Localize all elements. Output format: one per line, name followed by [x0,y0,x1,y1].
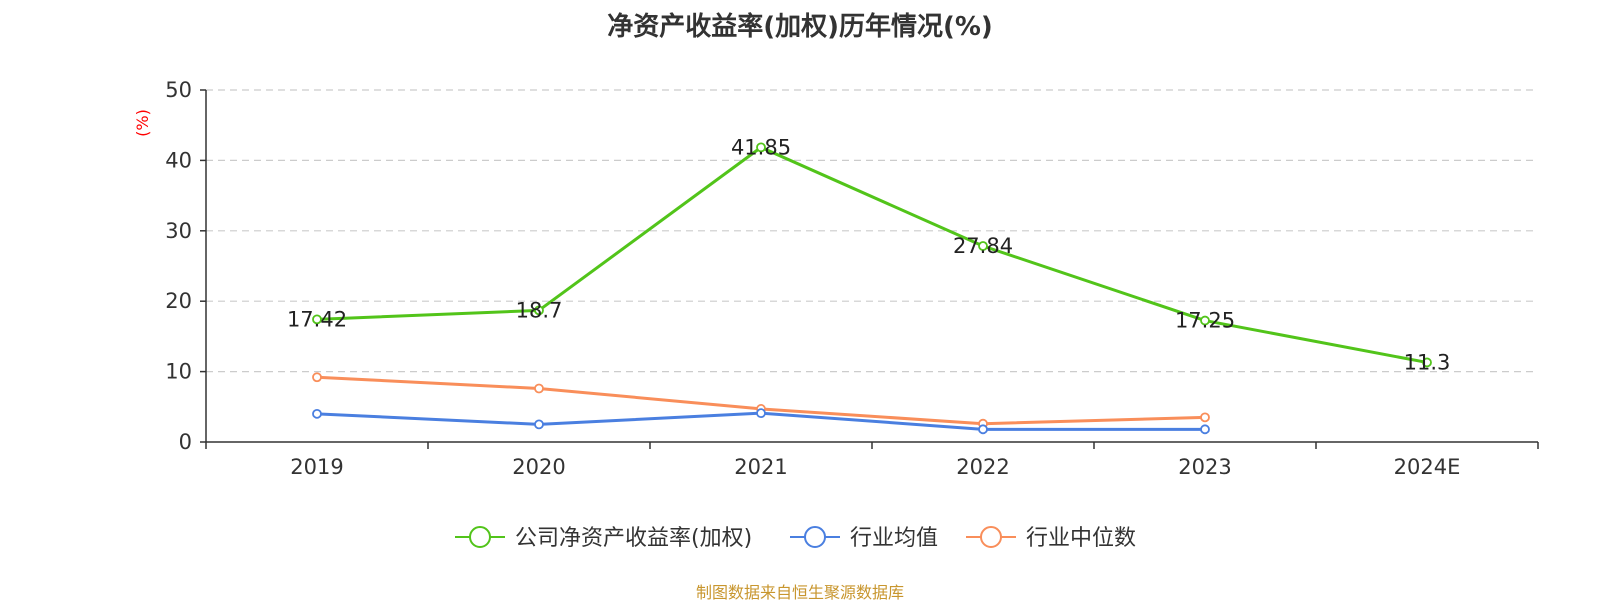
data-point [534,383,544,394]
legend-label: 行业均值 [850,526,938,551]
y-tick-label: 40 [165,148,192,172]
data-label: 11.3 [1404,350,1451,374]
legend-label: 公司净资产收益率(加权) [515,526,752,551]
legend-item[interactable]: 行业均值 [790,526,938,551]
series-lines [312,142,1432,435]
data-point [312,372,322,383]
data-point [1200,412,1210,423]
data-point [534,305,544,316]
legend-marker-icon [980,526,1002,548]
legend-item[interactable]: 行业中位数 [966,526,1136,551]
x-tick-label: 2022 [956,455,1009,479]
data-point [1200,315,1210,326]
data-point [978,424,988,435]
axes: 0 10 20 30 40 50 2019 2020 2021 2022 2023 2024E [165,78,1539,479]
data-label: 17.42 [287,307,347,331]
chart-title: 净资产收益率(加权)历年情况(%) [607,12,993,42]
x-tick-label: 2019 [290,455,343,479]
data-point [312,408,322,419]
y-tick-label: 30 [165,219,192,243]
data-label: 17.25 [1175,309,1235,333]
x-tick-label: 2020 [512,455,565,479]
data-point [1200,424,1210,435]
legend-marker-icon [804,526,826,548]
y-tick-label: 10 [165,360,192,384]
data-point [1422,357,1432,368]
y-tick-label: 20 [165,289,192,313]
data-point [978,241,988,251]
data-labels: 17.42 18.7 41.85 27.84 17.25 11.3 [287,135,1450,374]
data-label: 18.7 [516,298,563,322]
data-point [756,142,766,153]
grid-lines [206,89,1538,373]
x-tick-label: 2021 [734,455,787,479]
y-tick-label: 50 [165,78,192,102]
y-tick-label: 0 [179,430,192,454]
legend-label: 行业中位数 [1026,526,1136,551]
x-tick-label: 2023 [1178,455,1231,479]
data-point [312,314,322,325]
data-label: 27.84 [953,234,1013,258]
x-tick-label: 2024E [1394,455,1461,479]
data-point [534,419,544,430]
legend-item[interactable]: 公司净资产收益率(加权) [455,526,752,551]
series-line [316,145,1428,364]
data-label: 41.85 [731,135,791,159]
source-note: 制图数据来自恒生聚源数据库 [695,583,904,602]
y-axis-unit-label: (%) [133,109,152,137]
data-point [756,408,766,419]
legend[interactable]: 公司净资产收益率(加权) 行业均值 行业中位数 [455,526,1136,551]
legend-marker-icon [469,526,491,548]
